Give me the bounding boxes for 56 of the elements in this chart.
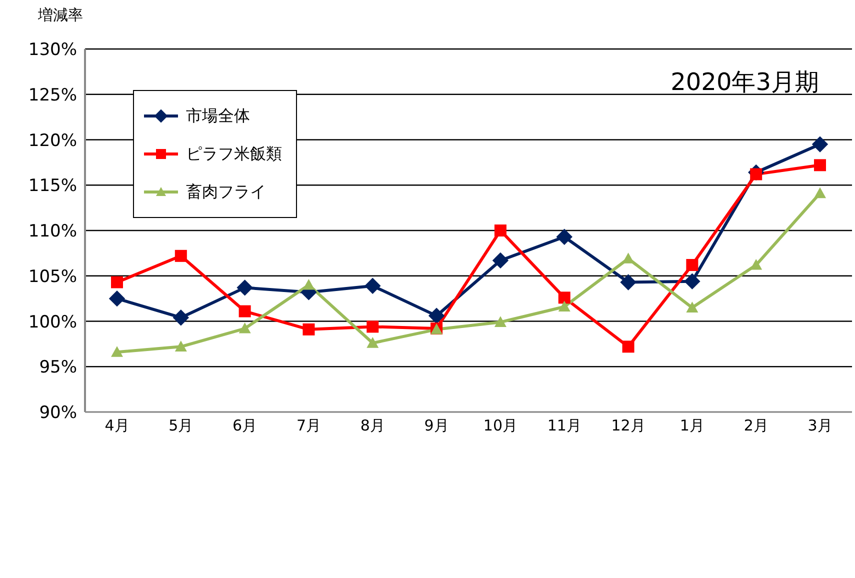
y-tick-label: 90% <box>39 403 77 424</box>
point <box>366 337 379 348</box>
y-tick-label: 115% <box>28 176 77 196</box>
legend-label: 市場全体 <box>186 106 250 126</box>
point <box>428 308 445 324</box>
point <box>174 340 187 352</box>
x-tick-label: 10月 <box>483 416 518 435</box>
legend-label: ピラフ米飯類 <box>186 144 282 164</box>
point <box>494 316 506 327</box>
x-tick-label: 11月 <box>547 416 582 435</box>
x-tick-label: 3月 <box>808 416 832 435</box>
point <box>812 136 828 152</box>
point <box>302 278 315 290</box>
point <box>686 258 698 271</box>
point <box>236 280 253 296</box>
point <box>494 224 506 236</box>
point <box>238 305 251 318</box>
x-tick-label: 6月 <box>232 416 258 435</box>
point <box>174 250 187 262</box>
point <box>620 274 636 290</box>
point <box>366 320 379 333</box>
y-tick-label: 125% <box>28 85 77 106</box>
point <box>622 340 634 353</box>
point <box>686 302 698 312</box>
x-tick-label: 12月 <box>611 416 646 435</box>
point <box>684 273 700 290</box>
x-tick-label: 8月 <box>360 416 385 435</box>
point <box>556 228 572 245</box>
point <box>558 292 570 304</box>
y-tick-label: 105% <box>28 266 77 287</box>
x-tick-label: 4月 <box>104 416 130 435</box>
y-tick-label: 100% <box>28 312 77 332</box>
point <box>750 258 762 270</box>
point <box>108 290 126 307</box>
y-tick-label: 130% <box>28 40 77 60</box>
point <box>492 252 509 269</box>
x-tick-label: 5月 <box>168 416 194 435</box>
x-tick-label: 7月 <box>296 416 321 435</box>
annotation: 2020年3月期 <box>670 67 819 98</box>
point <box>111 276 123 288</box>
point <box>238 322 251 334</box>
y-tick-label: 110% <box>28 222 77 242</box>
x-tick-label: 2月 <box>744 416 768 435</box>
legend-label: 畜肉フライ <box>186 182 266 202</box>
y-axis-title: 増減率 <box>38 6 83 25</box>
point <box>172 310 190 326</box>
y-tick-label: 95% <box>39 358 77 378</box>
y-tick-label: 120% <box>28 130 77 151</box>
point <box>111 346 123 357</box>
x-tick-label: 9月 <box>424 416 449 435</box>
point <box>302 323 315 336</box>
x-tick-label: 1月 <box>680 416 704 435</box>
point <box>814 159 826 172</box>
point <box>814 187 826 198</box>
point <box>558 300 570 312</box>
point <box>364 278 381 294</box>
